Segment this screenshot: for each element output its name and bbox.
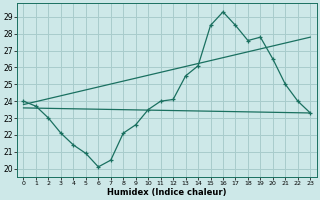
X-axis label: Humidex (Indice chaleur): Humidex (Indice chaleur) [107,188,227,197]
